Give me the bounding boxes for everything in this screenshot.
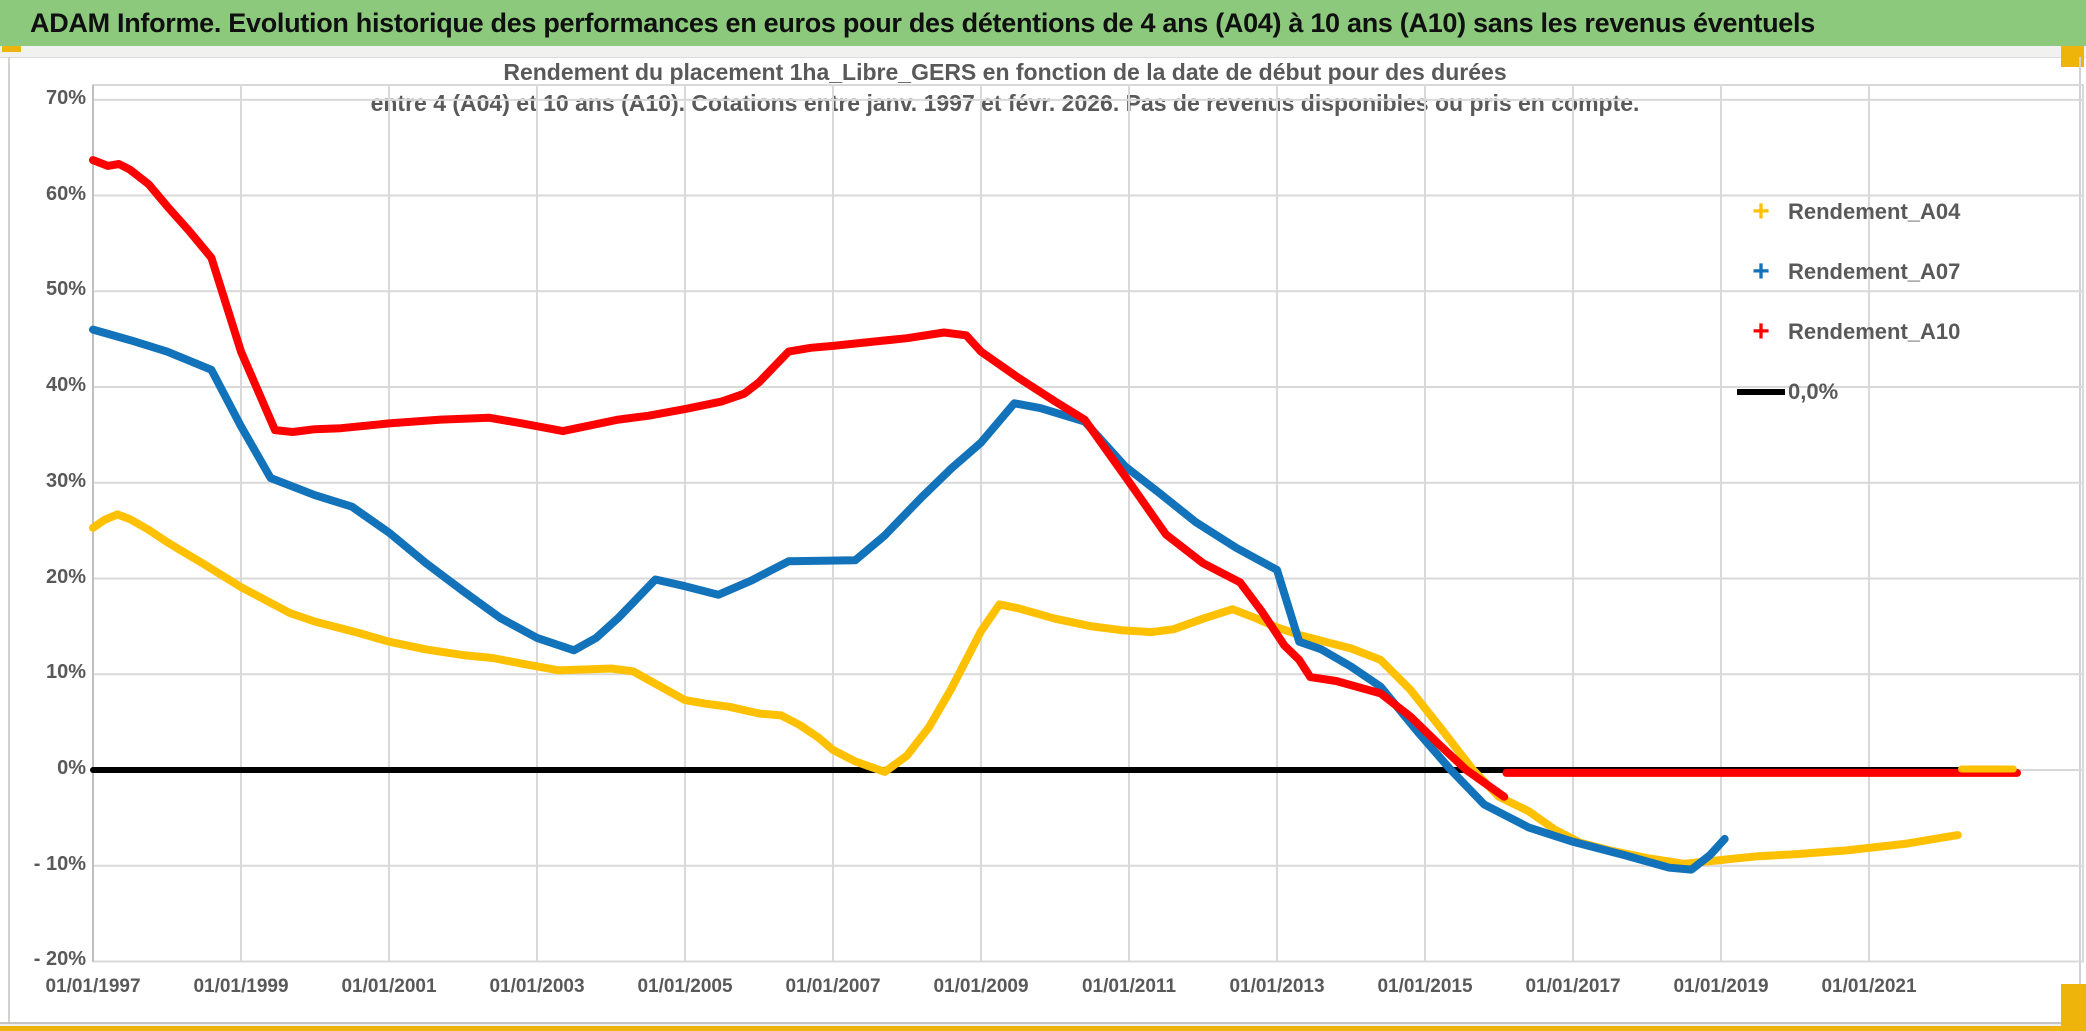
legend-item-label: Rendement_A04: [1788, 198, 1961, 224]
x-axis-tick-label: 01/01/2021: [1821, 976, 1917, 997]
page-title: ADAM Informe. Evolution historique des p…: [30, 7, 1815, 38]
legend-item-0-0-[interactable]: 0,0%: [1734, 374, 1960, 409]
y-axis-tick-label: - 10%: [33, 852, 86, 875]
line-marker-glyph: [1737, 388, 1785, 395]
x-axis-tick-label: 01/01/2017: [1525, 976, 1621, 997]
legend-item-rendement-a10[interactable]: + Rendement_A10: [1734, 314, 1960, 349]
x-axis-tick-label: 01/01/2005: [637, 976, 733, 997]
y-axis-tick-label: 10%: [45, 661, 86, 684]
gold-accent-bottom-bar: [0, 1026, 2086, 1031]
window-left-edge: [8, 57, 10, 1022]
legend-item-label: 0,0%: [1788, 378, 1839, 404]
plus-marker-icon: +: [1734, 314, 1788, 348]
y-axis-tick-label: 30%: [45, 469, 86, 492]
chart-legend: + Rendement_A04 + Rendement_A07 + Rendement_A…: [1734, 194, 1960, 409]
y-axis-tick-label: 0%: [57, 757, 86, 779]
chart-title: Rendement du placement 1ha_Libre_GERS en…: [300, 57, 1710, 119]
y-axis-tick-label: 60%: [45, 182, 86, 205]
x-axis-tick-label: 01/01/2007: [785, 976, 881, 997]
gold-accent-top-left: [2, 46, 21, 52]
plus-marker-glyph: +: [1752, 314, 1770, 348]
series-rendement-a04[interactable]: [89, 510, 1962, 868]
series-rendement-a07[interactable]: [89, 325, 1729, 874]
legend-item-rendement-a07[interactable]: + Rendement_A07: [1734, 254, 1960, 289]
x-axis-tick-label: 01/01/2009: [933, 976, 1029, 997]
legend-item-label: Rendement_A07: [1788, 258, 1961, 284]
window-right-edge: [2079, 57, 2081, 1022]
gold-accent-top-right: [2061, 46, 2084, 67]
window-bottom-edge: [0, 1022, 2086, 1024]
y-axis-tick-label: 70%: [45, 86, 86, 109]
x-axis-tick-label: 01/01/2011: [1081, 976, 1177, 997]
plus-marker-icon: +: [1734, 194, 1788, 228]
sheet-header-bar: ADAM Informe. Evolution historique des p…: [0, 0, 2086, 46]
plus-marker-icon: +: [1734, 254, 1788, 288]
gold-accent-bottom-right: [2061, 984, 2086, 1031]
x-axis-tick-label: 01/01/2019: [1673, 976, 1769, 997]
y-axis-tick-label: - 20%: [33, 948, 86, 971]
chart-title-line1: Rendement du placement 1ha_Libre_GERS en…: [503, 59, 1507, 85]
plus-marker-glyph: +: [1752, 254, 1770, 288]
y-axis-tick-label: 50%: [45, 278, 86, 301]
plus-marker-glyph: +: [1752, 194, 1770, 228]
x-axis-tick-label: 01/01/2001: [341, 976, 437, 997]
x-axis-tick-label: 01/01/2013: [1229, 976, 1325, 997]
subheader-strip: [0, 46, 2086, 58]
x-axis-tick-label: 01/01/2003: [489, 976, 585, 997]
chart-title-line2: entre 4 (A04) et 10 ans (A10). Cotations…: [370, 90, 1640, 116]
line-marker-icon: [1734, 388, 1788, 395]
x-axis-tick-label: 01/01/1997: [45, 976, 141, 997]
x-axis-tick-label: 01/01/2015: [1377, 976, 1473, 997]
y-axis-tick-label: 20%: [45, 565, 86, 588]
legend-item-label: Rendement_A10: [1788, 318, 1961, 344]
y-axis-tick-label: 40%: [45, 374, 86, 397]
series-rendement-a10[interactable]: [89, 156, 1509, 801]
x-axis-tick-label: 01/01/1999: [193, 976, 289, 997]
legend-item-rendement-a04[interactable]: + Rendement_A04: [1734, 194, 1960, 229]
